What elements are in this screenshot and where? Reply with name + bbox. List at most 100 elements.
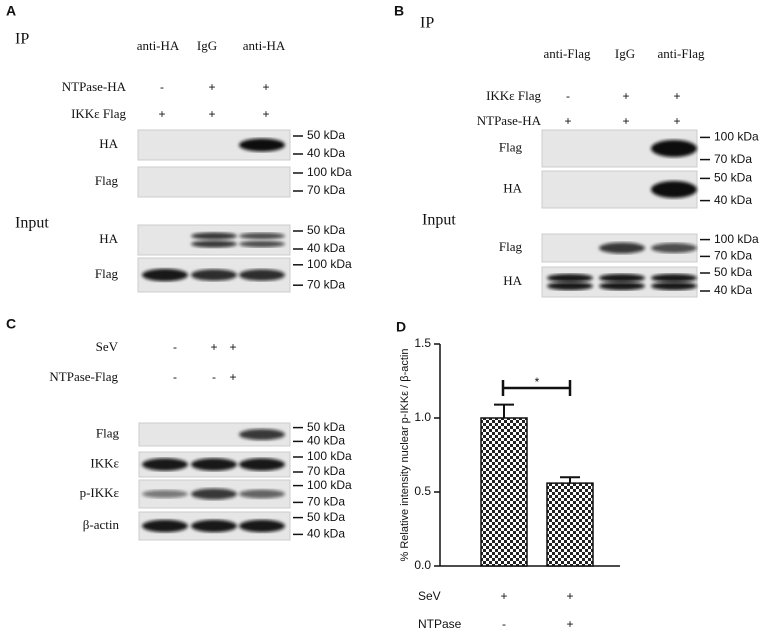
blot-label: Flag (499, 239, 523, 254)
marker-label: 40 kDa (307, 241, 345, 255)
blot-label: Flag (96, 425, 120, 440)
blot-label: Flag (95, 266, 119, 281)
condition-mark: + (564, 114, 571, 128)
significance: * (535, 375, 540, 389)
marker-label: 50 kDa (307, 223, 345, 237)
band (239, 232, 285, 240)
condition-mark: + (158, 107, 165, 121)
marker-label: 40 kDa (714, 283, 752, 297)
condition-mark: - (566, 89, 570, 103)
condition-mark: - (502, 617, 506, 631)
panel-letter: C (6, 316, 16, 332)
bar (546, 482, 594, 567)
marker-label: 50 kDa (307, 420, 345, 434)
marker-label: 40 kDa (714, 193, 752, 207)
panel-letter: B (394, 3, 404, 19)
marker-label: 50 kDa (714, 171, 752, 185)
condition-mark: + (208, 107, 215, 121)
blot (137, 166, 291, 198)
ip-label: IP (420, 15, 434, 32)
blot-label: p-IKKε (80, 485, 120, 500)
condition-mark: + (229, 370, 236, 384)
marker-label: 100 kDa (307, 257, 352, 271)
band (651, 140, 697, 157)
band (599, 281, 645, 291)
error-bar (560, 476, 580, 484)
input-label: Input (15, 215, 49, 232)
column-label: anti-Flag (544, 46, 591, 61)
blot-label: Flag (95, 173, 119, 188)
band (651, 281, 697, 291)
condition-label: NTPase (418, 617, 462, 631)
blot-label: HA (503, 180, 522, 195)
blot-label: β-actin (83, 517, 120, 532)
band (142, 490, 188, 498)
marker-label: 50 kDa (307, 128, 345, 142)
band (142, 519, 188, 533)
band (239, 269, 285, 281)
band (239, 519, 285, 533)
bar (480, 417, 528, 567)
condition-mark: - (212, 370, 216, 384)
error-bar (494, 403, 514, 418)
band (599, 273, 645, 283)
band (651, 243, 697, 253)
blot (138, 422, 291, 447)
condition-mark: + (673, 114, 680, 128)
marker-label: 40 kDa (307, 527, 345, 541)
significance-bracket (501, 380, 572, 396)
condition-label: NTPase-HA (477, 113, 542, 128)
band (239, 489, 285, 499)
band (239, 240, 285, 248)
condition-mark: + (500, 589, 507, 603)
condition-mark: + (566, 617, 573, 631)
condition-mark: - (173, 340, 177, 354)
y-tick-label: 1.0 (414, 410, 431, 424)
band (651, 273, 697, 283)
marker-label: 70 kDa (714, 152, 752, 166)
marker-label: 70 kDa (307, 495, 345, 509)
y-axis-label: % Relative intensity nuclear p-IKKε / β-… (399, 349, 411, 562)
column-label: anti-Flag (658, 46, 705, 61)
band (191, 488, 237, 500)
condition-label: IKKε Flag (486, 88, 541, 103)
band (239, 138, 285, 152)
marker-label: 50 kDa (307, 510, 345, 524)
condition-mark: - (173, 370, 177, 384)
marker-label: 100 kDa (307, 478, 352, 492)
band (191, 519, 237, 533)
condition-mark: + (208, 80, 215, 94)
condition-mark: + (262, 80, 269, 94)
condition-label: NTPase-Flag (49, 369, 118, 384)
blot-label: Flag (499, 139, 523, 154)
marker-label: 70 kDa (307, 183, 345, 197)
column-label: anti-HA (137, 38, 180, 53)
panel-letter: A (6, 3, 16, 19)
condition-mark: + (622, 114, 629, 128)
blot-label: IKKε (90, 455, 119, 470)
blot-label: HA (99, 231, 118, 246)
condition-mark: + (229, 340, 236, 354)
column-label: anti-HA (243, 38, 286, 53)
y-tick-label: 0.5 (414, 484, 431, 498)
band (239, 429, 285, 440)
condition-label: SeV (96, 339, 119, 354)
band (191, 269, 237, 281)
band (142, 268, 188, 282)
marker-label: 70 kDa (714, 249, 752, 263)
band (191, 232, 237, 240)
condition-mark: + (210, 340, 217, 354)
column-label: IgG (197, 38, 217, 53)
blot-label: HA (503, 273, 522, 288)
blot (137, 224, 291, 256)
condition-mark: + (622, 89, 629, 103)
condition-mark: + (262, 107, 269, 121)
blot-label: HA (99, 136, 118, 151)
y-tick-label: 0.0 (414, 558, 431, 572)
band (239, 458, 285, 471)
condition-label: SeV (418, 589, 441, 603)
band (599, 242, 645, 254)
marker-label: 40 kDa (307, 146, 345, 160)
band (191, 458, 237, 471)
